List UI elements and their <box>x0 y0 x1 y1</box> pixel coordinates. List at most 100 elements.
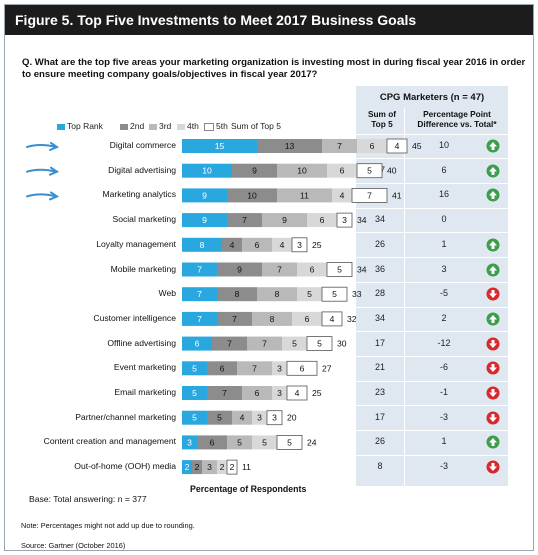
bar-segment <box>182 336 212 351</box>
legend-item: 5th <box>204 121 228 131</box>
data-label: 6 <box>210 437 215 447</box>
category-label: Email marketing <box>114 387 176 397</box>
sum-label: 27 <box>322 363 332 373</box>
data-label: 5 <box>292 339 297 349</box>
data-label: 3 <box>342 215 347 225</box>
up-arrow-icon <box>486 238 500 252</box>
bar-segment <box>257 139 322 153</box>
data-label: 6 <box>340 166 345 176</box>
data-label: 7 <box>197 314 202 324</box>
bar-segment <box>266 410 283 426</box>
data-label: 9 <box>202 190 207 200</box>
cpg-diff-value: -12 <box>437 337 451 348</box>
figure-title: Figure 5. Top Five Investments to Meet 2… <box>5 5 533 35</box>
up-arrow-icon <box>486 312 500 326</box>
data-label: 6 <box>255 388 260 398</box>
cpg-sum-value: 8 <box>377 461 383 472</box>
sum-label: 40 <box>387 166 397 176</box>
legend-label: 3rd <box>159 121 172 131</box>
data-label: 15 <box>215 141 225 151</box>
bar-segment <box>272 361 287 376</box>
bar-segment <box>321 311 343 327</box>
category-label: Web <box>158 288 176 299</box>
bar-segment <box>217 262 262 277</box>
bar-segment <box>217 311 252 326</box>
bar-segment <box>182 460 192 475</box>
data-label: 2 <box>195 462 200 472</box>
bar-segment <box>277 163 327 178</box>
cpg-column-divider <box>404 108 405 486</box>
down-arrow-icon <box>486 287 500 301</box>
bar-segment <box>291 237 308 253</box>
bar-segment <box>217 287 257 302</box>
legend-swatch <box>177 123 185 130</box>
bar-segment <box>242 386 272 400</box>
category-label: Mobile marketing <box>110 263 176 274</box>
bar-segment <box>227 213 262 228</box>
data-label: 4 <box>330 314 335 324</box>
highlight-arrowhead-icon <box>49 166 60 176</box>
data-label: 5 <box>192 413 197 423</box>
cpg-sum-value: 36 <box>374 263 385 274</box>
bar-segment <box>182 237 222 252</box>
bar-segment <box>292 311 322 326</box>
data-label: 5 <box>337 265 342 275</box>
sum-label: 24 <box>307 437 317 447</box>
data-label: 7 <box>337 141 342 151</box>
bar-segment <box>386 138 408 154</box>
bar-segment <box>212 336 247 351</box>
bar-segment <box>182 361 207 376</box>
cpg-row-divider <box>356 133 508 135</box>
data-label: 2 <box>230 462 235 472</box>
bar-segment <box>257 287 297 302</box>
data-label: 6 <box>320 215 325 225</box>
cpg-title: CPG Marketers (n = 47) <box>379 92 485 103</box>
data-label: 6 <box>310 265 315 275</box>
bar-segment <box>237 361 272 376</box>
data-label: 3 <box>297 240 302 250</box>
bar-segment <box>197 435 227 450</box>
data-label: 5 <box>192 388 197 398</box>
sum-label: 32 <box>347 314 357 324</box>
data-label: 5 <box>192 363 197 373</box>
data-label: 5 <box>332 289 337 299</box>
data-label: 8 <box>270 314 275 324</box>
cpg-row-divider <box>356 183 508 185</box>
bar-segment <box>226 459 238 475</box>
cpg-row-divider <box>356 355 508 357</box>
bar-segment <box>336 212 353 228</box>
data-label: 8 <box>200 240 205 250</box>
sum-label: 11 <box>242 462 251 472</box>
sum-label: 41 <box>392 190 402 200</box>
cpg-diff-value: 16 <box>438 189 449 200</box>
cpg-diff-value: 2 <box>441 312 447 323</box>
category-label: Content creation and management <box>43 436 176 447</box>
highlight-arrow-icon <box>26 193 57 198</box>
sum-label: 30 <box>337 339 347 349</box>
bar-segment <box>207 361 237 376</box>
data-label: 2 <box>185 462 190 472</box>
legend-item: Top Rank <box>57 121 103 131</box>
cpg-row-divider <box>356 232 508 234</box>
down-arrow-icon <box>486 460 500 474</box>
bar-segment <box>182 435 197 450</box>
down-arrow-icon <box>486 411 500 425</box>
bar-segment <box>247 336 282 351</box>
data-label: 7 <box>277 265 282 275</box>
data-label: 5 <box>217 413 222 423</box>
data-label: 3 <box>187 437 192 447</box>
legend-swatch <box>204 122 214 131</box>
bar-segment <box>286 360 318 376</box>
bar-segment <box>192 460 202 475</box>
cpg-diff-value: 1 <box>441 436 447 447</box>
data-label: 3 <box>277 388 282 398</box>
legend-label: Sum of Top 5 <box>231 121 281 131</box>
bar-segment <box>252 435 277 450</box>
data-label: 3 <box>207 462 212 472</box>
bar-segment <box>207 410 232 425</box>
data-label: 5 <box>287 437 292 447</box>
cpg-diff-value: 0 <box>441 214 447 225</box>
data-label: 6 <box>370 141 375 151</box>
data-label: 5 <box>262 437 267 447</box>
sum-label: 20 <box>287 413 297 423</box>
